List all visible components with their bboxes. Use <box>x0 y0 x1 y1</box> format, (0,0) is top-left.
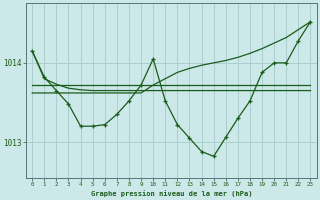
X-axis label: Graphe pression niveau de la mer (hPa): Graphe pression niveau de la mer (hPa) <box>91 190 252 197</box>
